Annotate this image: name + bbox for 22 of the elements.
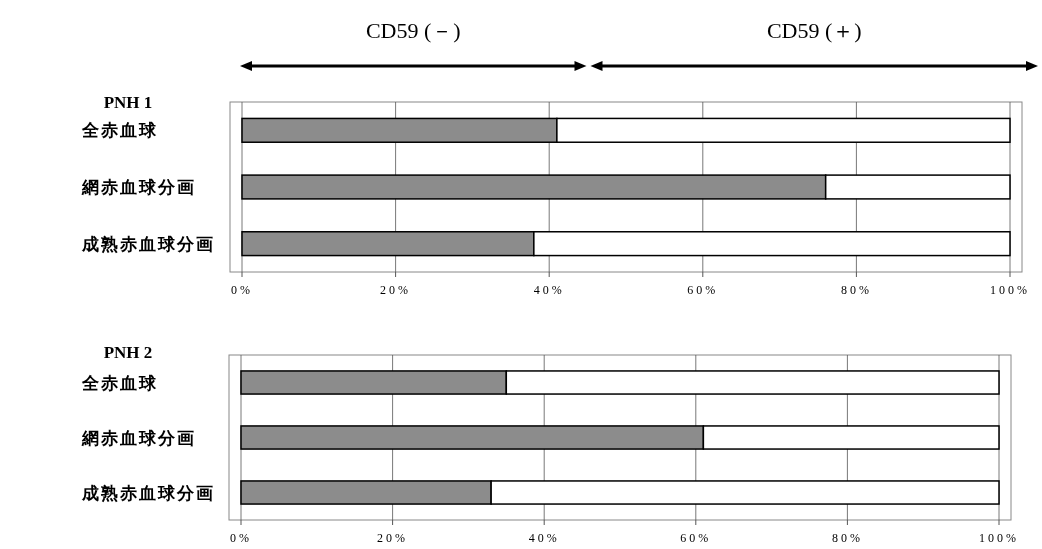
x-tick-label: 60%: [680, 531, 712, 545]
y-tick-label: 成熟赤血球分画: [81, 482, 215, 503]
x-tick-label: 80%: [831, 531, 863, 545]
y-tick-label: 全赤血球: [81, 120, 158, 141]
x-tick-label: 20%: [380, 283, 412, 297]
x-tick-label: 100%: [990, 283, 1030, 297]
x-tick-label: 100%: [979, 531, 1019, 545]
y-tick-label: 成熟赤血球分画: [81, 233, 215, 254]
x-tick-label: 40%: [533, 283, 565, 297]
chart-title: PNH 1: [103, 93, 153, 112]
y-tick-label: 網赤血球分画: [81, 427, 196, 448]
x-tick-label: 40%: [528, 531, 560, 545]
y-tick-label: 全赤血球: [81, 372, 158, 393]
x-tick-label: 0%: [230, 531, 252, 545]
y-tick-label: 網赤血球分画: [81, 177, 196, 197]
x-tick-label: 20%: [377, 531, 409, 545]
x-tick-label: 0%: [231, 283, 253, 297]
x-tick-label: 60%: [687, 283, 719, 297]
text: CD59 (＋): [766, 18, 862, 43]
chart-title: PNH 2: [103, 343, 153, 362]
x-tick-label: 80%: [840, 283, 872, 297]
text: CD59 (－): [365, 18, 461, 43]
